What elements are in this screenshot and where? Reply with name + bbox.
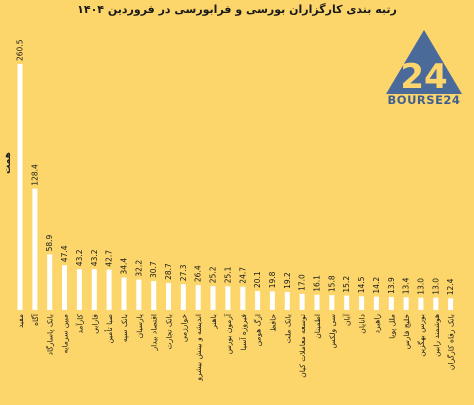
value-label-27: 13.4	[402, 277, 411, 294]
value-label-11: 28.7	[164, 263, 173, 280]
value-label-20: 17.0	[298, 274, 307, 291]
bar-21	[314, 294, 320, 310]
chart-title: رتبه بندی کارگزاران بورسی و فرابورسی در …	[77, 3, 397, 16]
category-label-27: خلیج فارس	[402, 314, 411, 350]
category-label-13: اندیشه و بینش بیشرو	[194, 314, 203, 382]
category-label-8: بانک سپه	[120, 314, 129, 342]
category-label-25: راهبرد	[372, 314, 381, 334]
logo-mark-text: 24	[400, 57, 447, 97]
value-label-3: 58.9	[45, 234, 54, 251]
category-label-5: کارآمد	[74, 314, 84, 334]
bar-4	[62, 265, 67, 310]
value-label-25: 14.2	[372, 277, 381, 294]
bar-20	[299, 293, 305, 310]
category-label-26: ملل پویا	[387, 314, 396, 339]
bar-6	[91, 269, 97, 310]
bar-18	[269, 291, 275, 310]
value-label-7: 42.7	[105, 250, 114, 267]
bar-24	[359, 296, 365, 310]
category-label-22: سی ولکس	[328, 314, 337, 349]
value-label-30: 12.4	[446, 278, 455, 295]
bar-1	[17, 64, 23, 310]
value-label-6: 43.2	[90, 249, 99, 266]
logo-wordmark: BOURSE24	[387, 93, 461, 107]
bar-29	[433, 297, 439, 310]
category-label-9: پارسیان	[135, 314, 144, 338]
value-label-24: 14.5	[357, 276, 366, 293]
category-label-18: حافظ	[268, 314, 277, 332]
value-label-4: 47.4	[60, 245, 69, 262]
bar-17	[255, 291, 261, 310]
category-label-12: خوارزمی	[179, 314, 188, 342]
category-label-11: بانک تجارت	[165, 314, 174, 349]
category-label-20: توسعه معاملات کیان	[298, 314, 307, 378]
value-label-10: 30.7	[149, 261, 158, 278]
value-label-29: 13.0	[431, 278, 440, 295]
bourse24-logo-icon: 24	[386, 30, 462, 97]
category-label-19: بانک ملت	[283, 314, 292, 343]
category-label-17: ارگ هومن	[253, 314, 263, 346]
category-label-21: اطمینان	[313, 314, 322, 339]
value-label-19: 19.2	[283, 272, 292, 289]
value-label-9: 32.2	[134, 260, 143, 277]
category-label-7: صبا تأمین	[104, 314, 114, 344]
value-label-28: 13.0	[416, 278, 425, 295]
category-label-3: بانک پاسارگاد	[46, 314, 55, 355]
category-label-1: مفید	[16, 314, 25, 328]
category-label-10: اقتصاد بیدار	[150, 314, 159, 351]
category-label-2: آگاه	[30, 313, 40, 326]
bar-16	[240, 286, 246, 310]
bar-10	[151, 281, 157, 310]
bar-2	[32, 188, 38, 310]
bar-25	[373, 296, 379, 310]
category-label-16: فیروزه آسیا	[238, 314, 248, 351]
value-label-26: 13.9	[387, 277, 396, 294]
category-label-28: بورس بهگزین	[417, 314, 426, 357]
category-label-15: آرمون بورس	[223, 313, 233, 354]
bar-30	[448, 298, 454, 310]
bar-28	[418, 297, 424, 310]
bar-19	[284, 291, 290, 310]
value-label-21: 16.1	[313, 275, 322, 292]
bar-11	[166, 282, 171, 310]
bar-12	[180, 284, 186, 310]
value-label-17: 20.1	[253, 271, 262, 288]
bar-23	[344, 295, 350, 310]
bar-22	[329, 295, 335, 310]
value-label-8: 34.4	[120, 258, 129, 275]
category-label-23: آبان	[342, 313, 352, 326]
category-label-4: مبین سرمایه	[61, 314, 70, 353]
value-label-13: 26.4	[194, 265, 203, 282]
bar-3	[47, 254, 53, 310]
bar-15	[225, 286, 231, 310]
value-label-18: 19.8	[268, 271, 277, 288]
value-label-16: 24.7	[238, 267, 247, 284]
category-label-29: هوشمند رابین	[432, 314, 441, 357]
bar-27	[403, 297, 409, 310]
bar-9	[136, 279, 142, 310]
bar-14	[210, 286, 216, 310]
value-label-1: 260.5	[16, 39, 25, 61]
bar-5	[76, 269, 82, 310]
value-label-14: 25.2	[209, 266, 218, 283]
category-label-6: فارابی	[90, 314, 99, 334]
category-label-30: بانک رفاه کارگران	[447, 314, 456, 370]
value-label-2: 128.4	[30, 164, 39, 186]
value-label-5: 43.2	[75, 249, 84, 266]
value-label-23: 15.2	[342, 276, 351, 293]
bar-26	[388, 296, 394, 310]
category-label-14: باهنر	[209, 314, 218, 330]
bar-8	[121, 277, 127, 310]
category-label-24: دانایان	[358, 314, 367, 334]
value-label-22: 15.8	[327, 275, 336, 292]
value-label-15: 25.1	[223, 266, 232, 283]
value-label-12: 27.3	[179, 264, 188, 281]
bar-7	[106, 269, 112, 310]
bar-13	[195, 285, 201, 310]
